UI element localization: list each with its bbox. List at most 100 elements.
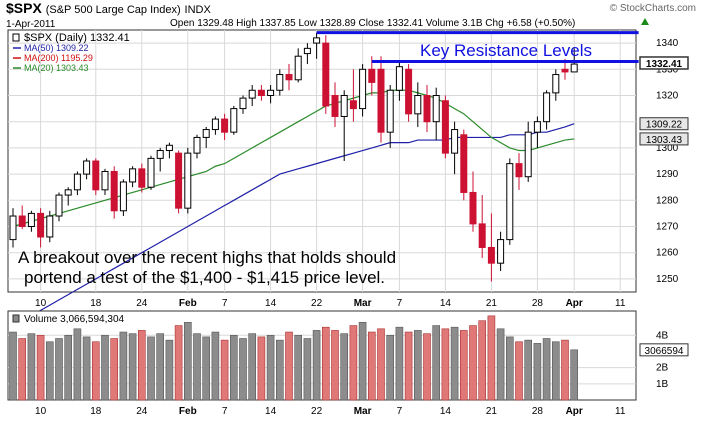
candle-body (248, 89, 256, 99)
candle-body (18, 215, 26, 228)
volume-bar (358, 322, 367, 401)
price-tick-label: 1300 (656, 143, 679, 154)
date-tick-label: 28 (532, 298, 544, 309)
price-tag-label: 1309.22 (646, 120, 683, 131)
candle-body (405, 68, 413, 115)
quote-value: 1329.48 (197, 18, 234, 29)
candle-body (423, 95, 431, 123)
volume-bar (386, 334, 395, 401)
volume-bar (469, 325, 477, 401)
candle-body (37, 212, 45, 238)
volume-bar (496, 328, 505, 401)
legend-entry: MA(20) 1303.43 (24, 63, 89, 73)
date-tick-label: Feb (179, 298, 197, 309)
volume-bar (257, 336, 266, 401)
candle-body (432, 95, 440, 123)
symbol-name: (S&P 500 Large Cap Index) (45, 4, 181, 16)
quote-label: Chg (483, 18, 507, 29)
candle-body (138, 168, 146, 188)
candle-body (267, 89, 275, 97)
quote-label: Low (296, 18, 320, 29)
volume-bar (515, 341, 523, 401)
quote-value: 3.1B (462, 18, 483, 29)
volume-bar (220, 339, 229, 401)
volume-bar (9, 331, 17, 401)
candle-body (451, 129, 459, 154)
date-tick-label: 7 (222, 298, 228, 309)
date-tick-label: 14 (440, 298, 452, 309)
volume-bar (487, 315, 496, 401)
candle-body (533, 121, 541, 133)
candle-body (340, 95, 348, 117)
candle-body (119, 181, 127, 212)
price-tick-label: 1290 (656, 169, 679, 180)
volume-bar (275, 339, 284, 401)
quote-label: High (233, 18, 259, 29)
volume-bar (551, 341, 560, 401)
volume-bar (36, 334, 45, 401)
price-tick-label: 1280 (656, 195, 679, 206)
candle-body (73, 173, 81, 191)
volume-bar (312, 330, 321, 401)
volume-bar (404, 331, 413, 401)
candle-body (165, 144, 173, 152)
candle-body (478, 223, 486, 248)
candle-body (147, 157, 155, 188)
candle-body (377, 68, 385, 133)
volume-tick-label: 1B (656, 379, 669, 390)
date-tick-label: 22 (311, 298, 323, 309)
quote-label: Open (170, 18, 197, 29)
volume-bar (73, 328, 82, 401)
volume-bar (450, 326, 459, 401)
volume-bar (27, 333, 36, 401)
volume-date-tick-label: 28 (532, 406, 544, 417)
quote-label: Close (356, 18, 387, 29)
volume-bar (459, 330, 468, 401)
price-tag-label: 1303.43 (646, 135, 683, 146)
volume-bar (542, 338, 551, 401)
quote-line: Open 1329.48 High 1337.85 Low 1328.89 Cl… (170, 18, 575, 29)
candle-body (395, 66, 403, 91)
volume-bar (45, 341, 54, 401)
volume-date-tick-label: 14 (440, 406, 452, 417)
price-tick-label: 1260 (656, 248, 679, 259)
candle-body (221, 118, 229, 133)
date: 1-Apr-2011 (6, 19, 56, 30)
volume-legend-swatch (12, 314, 20, 323)
volume-bar (138, 330, 146, 401)
candle-body (359, 68, 367, 110)
candle-body (83, 160, 91, 175)
volume-bar (331, 330, 339, 401)
exchange: INDX (184, 4, 211, 16)
note-line-2: portend a test of the $1,400 - $1,415 pr… (24, 268, 385, 287)
date-tick-label: 7 (397, 298, 403, 309)
watermark: © StockCharts.com (609, 3, 696, 14)
volume-bar (321, 326, 330, 401)
volume-bar (294, 334, 303, 401)
volume-bar (303, 338, 312, 401)
volume-bar (156, 333, 164, 401)
date-tick-label: 24 (136, 298, 148, 309)
volume-bar (110, 338, 118, 401)
date-tick-label: 18 (90, 298, 102, 309)
volume-tag-box (639, 343, 689, 357)
volume-bar (92, 341, 100, 401)
volume-bar (561, 339, 569, 401)
candle-body (294, 55, 302, 81)
volume-tick-label: 2B (656, 363, 669, 374)
candle-body (64, 189, 72, 196)
volume-date-tick-label: 22 (311, 406, 323, 417)
candle-body (561, 68, 569, 73)
candle-body (386, 89, 394, 133)
candle-body (460, 134, 468, 193)
legend-swatch (12, 33, 20, 42)
volume-date-tick-label: 7 (397, 406, 403, 417)
volume-bar (239, 338, 247, 401)
candle-body (506, 163, 514, 241)
candle-body (110, 170, 118, 212)
date-tick-label: Apr (566, 298, 583, 309)
volume-bar (340, 333, 349, 401)
date-tick-label: 21 (486, 298, 498, 309)
date-tick-label: Mar (354, 298, 372, 309)
volume-date-tick-label: 21 (486, 406, 498, 417)
